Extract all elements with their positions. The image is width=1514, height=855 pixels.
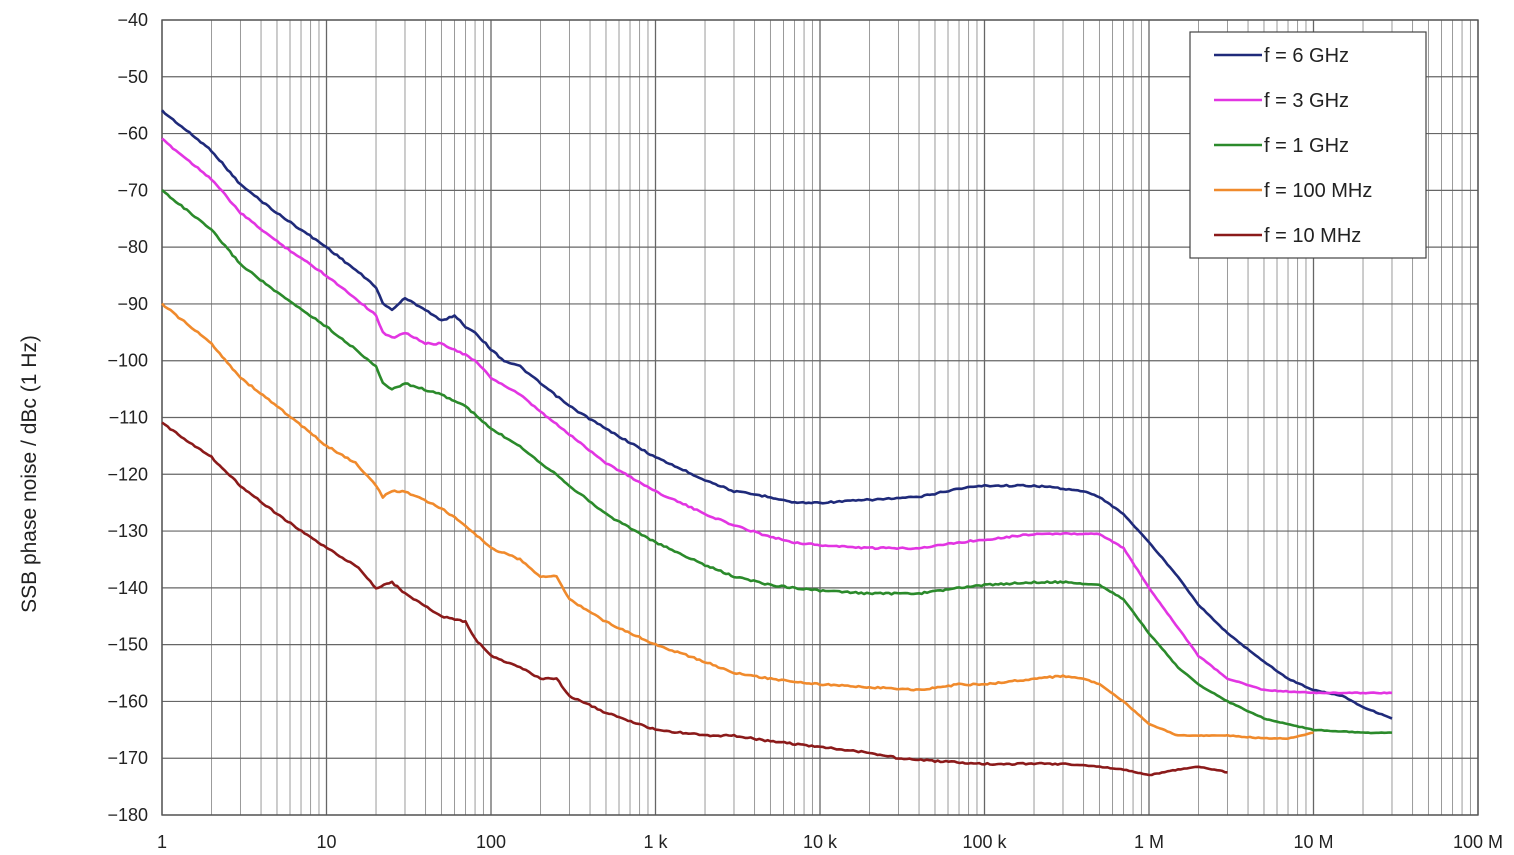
y-tick-label: −50 bbox=[117, 67, 148, 87]
series-line-f-100-mhz bbox=[161, 302, 1314, 741]
series-line-f-6-ghz bbox=[161, 109, 1393, 720]
x-tick-label: 100 bbox=[476, 832, 506, 852]
y-tick-label: −170 bbox=[107, 748, 148, 768]
x-tick-label: 10 M bbox=[1293, 832, 1333, 852]
legend-label: f = 1 GHz bbox=[1264, 135, 1349, 157]
series-line-f-1-ghz bbox=[161, 189, 1393, 735]
legend-label: f = 100 MHz bbox=[1264, 180, 1372, 202]
series-line-f-10-mhz bbox=[161, 421, 1228, 777]
y-tick-label: −150 bbox=[107, 635, 148, 655]
y-tick-label: −70 bbox=[117, 180, 148, 200]
x-tick-label: 1 bbox=[157, 832, 167, 852]
y-tick-label: −80 bbox=[117, 237, 148, 257]
y-tick-label: −40 bbox=[117, 10, 148, 30]
series-line-f-3-ghz bbox=[161, 137, 1393, 695]
axis-labels: 1 10 100 1 k 10 k 100 k 1 M 10 M 100 M −40 −50 −60 −… bbox=[107, 10, 1503, 852]
y-tick-label: −120 bbox=[107, 464, 148, 484]
y-axis-label: SSB phase noise / dBc (1 Hz) bbox=[18, 335, 41, 613]
x-tick-label: 1 k bbox=[643, 832, 668, 852]
y-tick-label: −140 bbox=[107, 578, 148, 598]
y-tick-label: −110 bbox=[109, 408, 148, 428]
y-tick-label: −160 bbox=[107, 691, 148, 711]
y-tick-label: −180 bbox=[107, 805, 148, 825]
legend-label: f = 6 GHz bbox=[1264, 45, 1349, 67]
plot-frame bbox=[161, 19, 1479, 816]
legend-label: f = 10 MHz bbox=[1264, 225, 1361, 247]
x-tick-label: 10 k bbox=[803, 832, 838, 852]
x-tick-label: 100 k bbox=[962, 832, 1007, 852]
series-lines bbox=[161, 109, 1393, 777]
legend-label: f = 3 GHz bbox=[1264, 90, 1349, 112]
y-tick-label: −90 bbox=[117, 294, 148, 314]
y-tick-label: −60 bbox=[117, 124, 148, 144]
x-tick-label: 10 bbox=[316, 832, 336, 852]
y-tick-label: −130 bbox=[107, 521, 148, 541]
x-tick-label: 1 M bbox=[1134, 832, 1164, 852]
legend: f = 6 GHz f = 3 GHz f = 1 GHz f = 100 MHz f … bbox=[1189, 31, 1427, 259]
y-tick-label: −100 bbox=[107, 351, 148, 371]
x-tick-label: 100 M bbox=[1453, 832, 1503, 852]
